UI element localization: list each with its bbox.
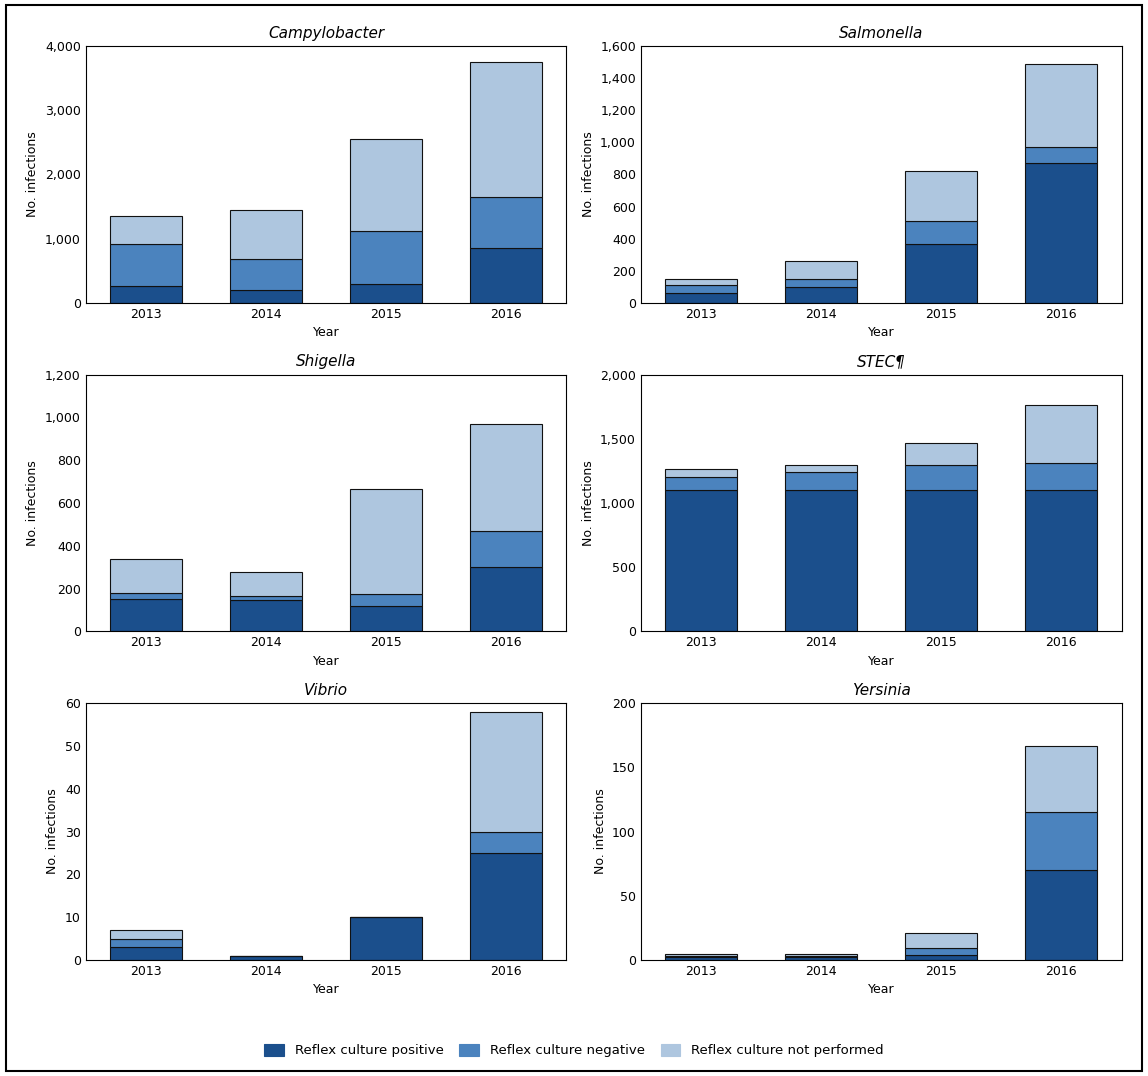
Bar bbox=[230, 600, 302, 632]
Bar bbox=[665, 294, 737, 303]
Bar bbox=[110, 930, 181, 938]
Bar bbox=[1025, 464, 1097, 491]
Title: Salmonella: Salmonella bbox=[839, 26, 923, 41]
Bar bbox=[665, 469, 737, 478]
X-axis label: Year: Year bbox=[312, 655, 340, 668]
Bar bbox=[471, 832, 543, 853]
Bar bbox=[471, 567, 543, 632]
Y-axis label: No. infections: No. infections bbox=[582, 461, 595, 546]
Bar bbox=[905, 465, 977, 491]
Bar bbox=[350, 231, 422, 284]
Bar bbox=[665, 953, 737, 957]
Bar bbox=[1025, 746, 1097, 812]
Bar bbox=[665, 491, 737, 632]
Bar bbox=[1025, 491, 1097, 632]
Bar bbox=[110, 599, 181, 632]
Bar bbox=[905, 221, 977, 243]
Y-axis label: No. infections: No. infections bbox=[594, 789, 606, 875]
Bar bbox=[665, 279, 737, 285]
Bar bbox=[905, 243, 977, 303]
Bar bbox=[110, 938, 181, 947]
Bar bbox=[1025, 812, 1097, 870]
Bar bbox=[665, 958, 737, 960]
Bar bbox=[471, 853, 543, 960]
Bar bbox=[785, 491, 858, 632]
Bar bbox=[110, 558, 181, 593]
Bar bbox=[110, 215, 181, 244]
Y-axis label: No. infections: No. infections bbox=[26, 131, 39, 217]
Bar bbox=[785, 958, 858, 960]
Y-axis label: No. infections: No. infections bbox=[26, 461, 39, 546]
Bar bbox=[350, 490, 422, 594]
Y-axis label: No. infections: No. infections bbox=[46, 789, 60, 875]
Bar bbox=[110, 244, 181, 285]
Bar bbox=[471, 62, 543, 197]
Legend: Reflex culture positive, Reflex culture negative, Reflex culture not performed: Reflex culture positive, Reflex culture … bbox=[258, 1037, 890, 1064]
Title: Campylobacter: Campylobacter bbox=[269, 26, 385, 41]
Bar bbox=[665, 285, 737, 294]
Bar bbox=[350, 139, 422, 231]
Bar bbox=[471, 530, 543, 567]
Bar bbox=[905, 491, 977, 632]
Bar bbox=[110, 593, 181, 599]
X-axis label: Year: Year bbox=[312, 983, 340, 996]
Bar bbox=[785, 261, 858, 279]
Bar bbox=[905, 933, 977, 948]
Bar bbox=[785, 465, 858, 471]
Bar bbox=[110, 947, 181, 960]
Bar bbox=[785, 471, 858, 491]
X-axis label: Year: Year bbox=[868, 655, 894, 668]
Bar bbox=[785, 287, 858, 303]
Bar bbox=[665, 478, 737, 491]
Title: STEC¶: STEC¶ bbox=[856, 354, 906, 369]
X-axis label: Year: Year bbox=[868, 326, 894, 339]
Bar bbox=[471, 249, 543, 303]
Bar bbox=[905, 171, 977, 221]
X-axis label: Year: Year bbox=[868, 983, 894, 996]
X-axis label: Year: Year bbox=[312, 326, 340, 339]
Bar bbox=[1025, 406, 1097, 464]
Y-axis label: No. infections: No. infections bbox=[582, 131, 595, 217]
Bar bbox=[471, 197, 543, 249]
Bar bbox=[905, 948, 977, 954]
Bar bbox=[230, 596, 302, 600]
Bar bbox=[230, 955, 302, 960]
Bar bbox=[350, 917, 422, 960]
Bar bbox=[230, 571, 302, 596]
Bar bbox=[350, 606, 422, 632]
Bar bbox=[1025, 164, 1097, 303]
Bar bbox=[350, 594, 422, 606]
Bar bbox=[785, 953, 858, 957]
Title: Vibrio: Vibrio bbox=[304, 683, 348, 698]
Title: Shigella: Shigella bbox=[296, 354, 356, 369]
Bar bbox=[905, 954, 977, 960]
Bar bbox=[1025, 63, 1097, 147]
Bar bbox=[230, 291, 302, 303]
Bar bbox=[905, 442, 977, 465]
Bar bbox=[471, 711, 543, 832]
Bar bbox=[1025, 870, 1097, 960]
Bar bbox=[350, 284, 422, 303]
Bar bbox=[471, 424, 543, 530]
Bar bbox=[785, 279, 858, 287]
Bar bbox=[1025, 147, 1097, 164]
Bar bbox=[785, 957, 858, 958]
Bar bbox=[665, 957, 737, 958]
Bar bbox=[230, 210, 302, 258]
Bar bbox=[230, 258, 302, 291]
Title: Yersinia: Yersinia bbox=[852, 683, 910, 698]
Bar bbox=[110, 285, 181, 303]
